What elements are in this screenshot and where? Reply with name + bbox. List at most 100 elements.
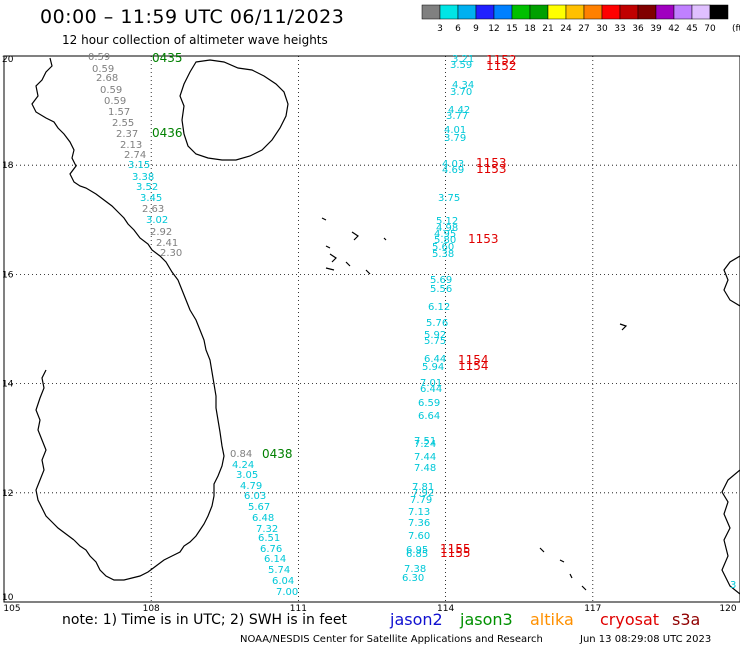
wave-height-label: 7.36 — [408, 518, 430, 529]
wave-height-label: 6.44 — [420, 384, 442, 395]
wave-height-label: 7.44 — [414, 452, 436, 463]
wave-height-label: 5.38 — [432, 249, 454, 260]
wave-height-label: 4.98 — [436, 223, 458, 234]
time-label-cryosat: 1153 — [468, 232, 499, 246]
hainan-coastline — [179, 59, 289, 161]
satellite-jason2: jason2 — [390, 610, 443, 629]
philippines-coastline — [723, 255, 740, 307]
wave-height-label: 7.38 — [404, 564, 426, 575]
wave-height-label: 3.05 — [236, 470, 258, 481]
wave-height-label: 3.15 — [128, 160, 150, 171]
wave-height-label: 5.60 — [432, 242, 454, 253]
lon-tick-label: 108 — [143, 604, 160, 612]
wave-height-label: 2.30 — [160, 248, 182, 259]
paracel-islands — [321, 217, 387, 275]
time-label-jason3: 0438 — [262, 447, 293, 461]
wave-height-label: 6.14 — [264, 554, 286, 565]
wave-height-label: 5.69 — [430, 275, 452, 286]
wave-height-label: 5.74 — [268, 565, 290, 576]
wave-height-label: 3.52 — [136, 182, 158, 193]
legend-tick-label: 9 — [473, 24, 479, 34]
wave-height-label: 6.04 — [272, 576, 294, 587]
lon-tick-label: 117 — [584, 604, 601, 612]
wave-height-label: 2.55 — [112, 118, 134, 129]
legend-tick-label: 45 — [686, 24, 697, 34]
coastline — [31, 57, 740, 595]
wave-height-label: 7.92 — [412, 488, 434, 499]
note-row: note: 1) Time is in UTC; 2) SWH is in fe… — [0, 610, 740, 632]
vietnam-coastline — [31, 57, 225, 581]
wave-height-label: 7.51 — [414, 436, 436, 447]
wave-height-label: 6.95 — [406, 545, 428, 556]
wave-height-label: 5.92 — [424, 330, 446, 341]
wave-height-label: 7.01 — [420, 378, 442, 389]
time-label-cryosat: 1152 — [486, 59, 517, 73]
satellite-jason3: jason3 — [460, 610, 513, 629]
wave-height-label: 3.77 — [446, 111, 468, 122]
wave-height-label: 5.80 — [434, 235, 456, 246]
wave-height-label: 2.68 — [96, 73, 118, 84]
time-label-jason3: 0435 — [152, 51, 183, 65]
lon-tick-label: 114 — [437, 604, 454, 612]
wave-height-label: 7.81 — [412, 482, 434, 493]
lat-tick-label: 20 — [2, 55, 14, 65]
lat-tick-label: 18 — [2, 161, 14, 171]
legend-tick-label: 15 — [506, 24, 517, 34]
wave-height-label: 5.94 — [422, 362, 444, 373]
wave-height-label: 2.74 — [124, 150, 146, 161]
wave-height-label: 6.51 — [258, 533, 280, 544]
lat-tick-label: 14 — [2, 380, 14, 390]
wave-height-label: 4.34 — [452, 80, 474, 91]
wave-height-labels: 0.590.592.680.590.591.572.552.372.132.74… — [88, 51, 736, 598]
legend-tick-label: 18 — [524, 24, 536, 34]
wave-height-label: 3.59 — [450, 60, 472, 71]
wave-height-label: 4.95 — [434, 229, 456, 240]
legend-tick-label: 36 — [632, 24, 644, 34]
wave-height-label: 6.59 — [418, 398, 440, 409]
satellite-altika: altika — [530, 610, 574, 629]
wave-height-label: 0.59 — [88, 52, 110, 63]
wave-height-label: 4.42 — [448, 105, 470, 116]
wave-height-label: 0.84 — [230, 449, 252, 460]
wave-height-label: 7.24 — [414, 439, 436, 450]
time-label-cryosat: 1154 — [458, 359, 489, 373]
wave-height-label: 7.79 — [410, 495, 432, 506]
legend-tick-label: 12 — [488, 24, 499, 34]
legend-tick-label: 27 — [578, 24, 589, 34]
wave-height-label: 6.64 — [418, 411, 440, 422]
legend-tick-label: 6 — [455, 24, 461, 34]
wave-height-label: 0.59 — [104, 96, 126, 107]
wave-height-label: 6.12 — [428, 302, 450, 313]
legend-tick-label: 30 — [596, 24, 608, 34]
page-title: 00:00 – 11:59 UTC 06/11/2023 — [40, 6, 345, 28]
wave-height-label: 7.48 — [414, 463, 436, 474]
wave-height-label: 4.79 — [240, 481, 262, 492]
legend-unit: (ft) — [732, 24, 740, 34]
lon-tick-label: 120 — [719, 604, 736, 612]
lat-tick-label: 16 — [2, 270, 14, 280]
islands-south — [539, 547, 587, 591]
cambodia-coastline — [35, 369, 75, 541]
small-island-east — [619, 323, 628, 331]
lat-tick-label: 12 — [2, 489, 13, 499]
time-label-cryosat: 1155 — [440, 542, 471, 556]
lat-lon-grid: 105 108 111 114 117 120 20 18 16 14 12 10 — [2, 55, 740, 612]
time-label-cryosat: 1155 — [440, 546, 471, 560]
wave-height-label: 3.75 — [438, 193, 460, 204]
wave-height-label: 2.41 — [156, 238, 178, 249]
wave-height-label: 4.24 — [232, 460, 254, 471]
time-label-cryosat: 1152 — [486, 53, 517, 67]
wave-height-label: 7.00 — [276, 587, 298, 598]
wave-height-label: 7.13 — [408, 507, 430, 518]
lon-tick-label: 105 — [3, 604, 20, 612]
wave-height-label: 3.38 — [132, 172, 154, 183]
legend-tick-label: 3 — [437, 24, 443, 34]
wave-height-label: 0.59 — [100, 85, 122, 96]
wave-height-label: 4.01 — [444, 125, 466, 136]
wave-height-label: 4.69 — [442, 165, 464, 176]
time-label-jason3: 0436 — [152, 126, 183, 140]
legend-tick-label: 39 — [650, 24, 662, 34]
satellite-cryosat: cryosat — [600, 610, 660, 629]
